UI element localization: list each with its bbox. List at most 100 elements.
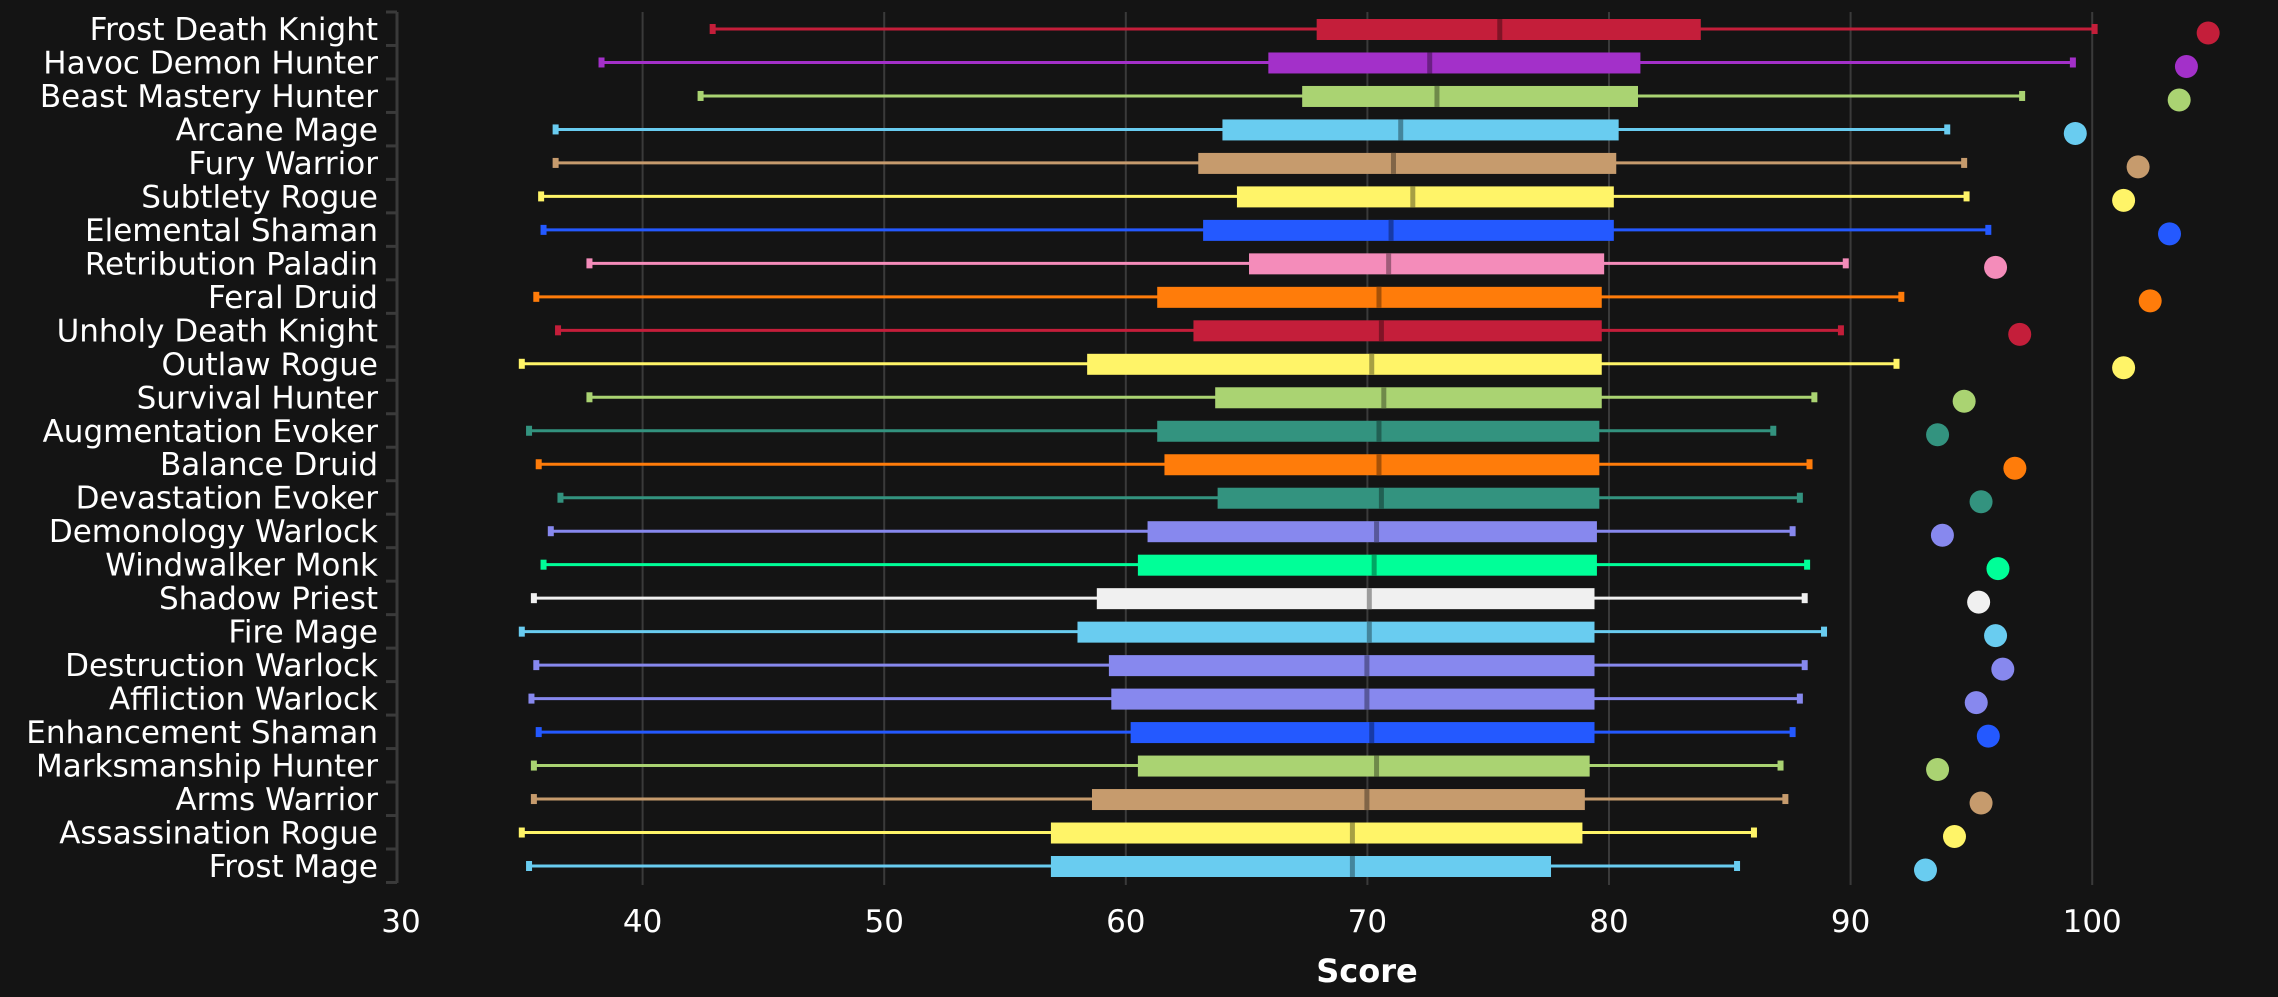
- whisker-max-cap: [1777, 760, 1784, 771]
- iqr-box: [1198, 152, 1617, 174]
- y-tick-label: Subtlety Rogue: [141, 179, 378, 215]
- whisker-min-cap: [552, 124, 559, 135]
- median-line: [1366, 621, 1372, 643]
- y-tick-label: Shadow Priest: [159, 581, 378, 617]
- median-line: [1381, 387, 1387, 409]
- box-augmentation-evoker: [526, 420, 1950, 447]
- outlier-point: [1942, 825, 1966, 849]
- whisker-max-cap: [1789, 727, 1796, 738]
- y-tick-label: Devastation Evoker: [76, 481, 379, 517]
- box-frost-death-knight: [709, 19, 2220, 45]
- y-tick-label: Marksmanship Hunter: [36, 749, 378, 785]
- whisker-min-cap: [540, 559, 547, 570]
- whisker-min-cap: [526, 861, 533, 871]
- whisker-min-cap: [528, 693, 535, 704]
- median-line: [1371, 554, 1377, 576]
- whisker-min-cap: [598, 57, 605, 68]
- y-tick-label: Balance Druid: [160, 447, 378, 483]
- whisker-min-cap: [518, 358, 525, 369]
- outlier-point: [2063, 121, 2087, 145]
- iqr-box: [1087, 353, 1602, 375]
- iqr-box: [1268, 52, 1641, 74]
- iqr-box: [1111, 688, 1595, 710]
- y-tick-label: Outlaw Rogue: [161, 347, 378, 383]
- box-subtlety-rogue: [538, 186, 2136, 212]
- box-enhancement-shaman: [535, 722, 2000, 748]
- iqr-box: [1077, 621, 1595, 643]
- y-tick-label: Frost Death Knight: [90, 12, 378, 48]
- outlier-point: [2158, 222, 2182, 246]
- x-axis-title: Score: [1316, 952, 1417, 990]
- iqr-box: [1137, 755, 1590, 777]
- whisker-max-cap: [1734, 861, 1741, 871]
- median-line: [1434, 85, 1440, 107]
- outlier-point: [1976, 724, 2000, 748]
- median-line: [1369, 722, 1375, 744]
- y-tick-label: Demonology Warlock: [49, 514, 378, 550]
- box-frost-mage: [526, 856, 1937, 882]
- whisker-min-cap: [533, 660, 540, 671]
- iqr-box: [1050, 822, 1583, 844]
- box-outlaw-rogue: [518, 353, 2136, 380]
- box-retribution-paladin: [586, 253, 2008, 279]
- median-line: [1398, 119, 1404, 141]
- outlier-point: [2008, 322, 2032, 346]
- whisker-min-cap: [535, 727, 542, 738]
- outlier-point: [2196, 21, 2220, 45]
- whisker-max-cap: [1796, 492, 1803, 503]
- outlier-point: [1969, 490, 1993, 514]
- median-line: [1376, 454, 1382, 476]
- whisker-min-cap: [538, 191, 545, 202]
- x-tick-label: 90: [1831, 904, 1870, 940]
- box-demonology-warlock: [547, 521, 1954, 547]
- iqr-box: [1096, 588, 1595, 610]
- y-tick-label: Retribution Paladin: [85, 246, 378, 282]
- x-tick-label: 40: [623, 904, 662, 940]
- outlier-point: [1964, 691, 1988, 715]
- y-tick-label: Windwalker Monk: [105, 548, 378, 584]
- whisker-max-cap: [1944, 124, 1951, 135]
- outlier-point: [1952, 389, 1976, 413]
- x-tick-label: 30: [381, 904, 420, 940]
- median-line: [1376, 420, 1382, 442]
- outlier-point: [2112, 188, 2136, 212]
- median-line: [1386, 253, 1392, 275]
- whisker-min-cap: [526, 425, 533, 436]
- outlier-point: [2003, 456, 2027, 480]
- iqr-box: [1164, 454, 1600, 476]
- iqr-box: [1316, 19, 1701, 40]
- whisker-min-cap: [535, 459, 542, 470]
- outlier-point: [1984, 624, 2008, 648]
- box-havoc-demon-hunter: [598, 52, 2198, 78]
- box-survival-hunter: [586, 387, 1976, 413]
- whisker-max-cap: [2019, 90, 2026, 101]
- whisker-max-cap: [2069, 57, 2076, 68]
- y-tick-label: Enhancement Shaman: [26, 715, 378, 751]
- box-affliction-warlock: [528, 688, 1988, 715]
- outlier-point: [2167, 88, 2191, 112]
- box-elemental-shaman: [540, 219, 2182, 246]
- y-tick-label: Elemental Shaman: [85, 213, 378, 249]
- x-tick-label: 50: [864, 904, 903, 940]
- median-line: [1349, 822, 1355, 844]
- outlier-point: [1967, 590, 1991, 614]
- median-line: [1364, 688, 1370, 710]
- whisker-min-cap: [547, 526, 554, 537]
- whisker-max-cap: [1898, 291, 1905, 302]
- whisker-min-cap: [586, 258, 593, 269]
- median-line: [1374, 521, 1380, 543]
- y-tick-label: Assassination Rogue: [59, 816, 378, 852]
- iqr-box: [1249, 253, 1605, 275]
- iqr-box: [1091, 789, 1585, 811]
- y-tick-label: Arms Warrior: [175, 782, 378, 818]
- y-tick-label: Beast Mastery Hunter: [40, 79, 378, 115]
- iqr-box: [1215, 387, 1602, 409]
- y-tick-label: Fury Warrior: [188, 146, 378, 182]
- iqr-box: [1236, 186, 1614, 208]
- whisker-min-cap: [530, 760, 537, 771]
- whisker-max-cap: [1801, 660, 1808, 671]
- iqr-box: [1050, 856, 1552, 877]
- median-line: [1427, 52, 1433, 74]
